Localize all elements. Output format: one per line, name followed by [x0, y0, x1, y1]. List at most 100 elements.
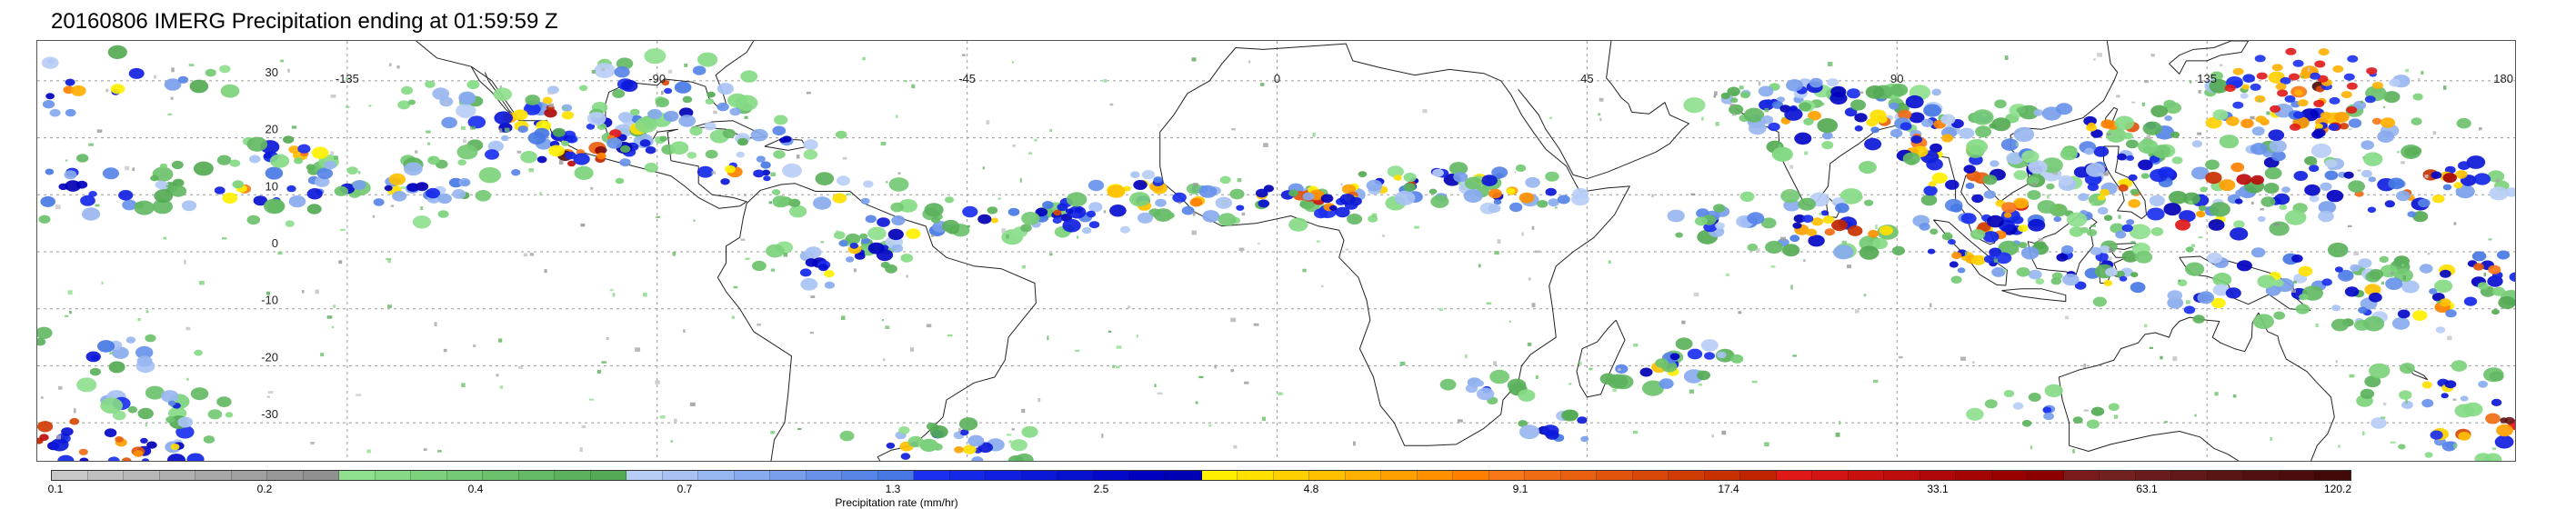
drizzle-cell	[499, 385, 503, 389]
drizzle-cell	[125, 165, 130, 171]
precip-cell	[2361, 169, 2372, 178]
drizzle-cell	[740, 238, 746, 241]
precip-cell	[954, 446, 964, 454]
precip-cell	[717, 102, 729, 112]
typhoon-band-cell	[2314, 60, 2326, 68]
precip-cell	[316, 167, 334, 180]
precip-cell	[1808, 235, 1825, 247]
drizzle-cell	[1109, 103, 1114, 106]
precip-cell	[2219, 135, 2240, 149]
precip-cell	[815, 172, 835, 186]
precip-cell	[2090, 406, 2105, 416]
precip-cell	[1730, 354, 1744, 364]
drizzle-cell	[2149, 346, 2153, 349]
drizzle-cell	[1019, 178, 1022, 183]
precip-cell	[2230, 162, 2245, 173]
drizzle-cell	[1193, 183, 1198, 187]
precip-cell	[145, 385, 165, 400]
precip-cell	[2455, 185, 2475, 199]
drizzle-cell	[2113, 414, 2119, 419]
drizzle-cell	[2072, 449, 2075, 454]
precip-cell	[824, 270, 835, 278]
precip-cell	[2012, 402, 2024, 410]
precip-cell	[2487, 170, 2505, 183]
typhoon-band-cell	[2346, 82, 2358, 90]
precip-cell	[849, 243, 858, 249]
precip-cell	[1599, 373, 1617, 385]
colorbar-swatch	[339, 471, 376, 480]
precip-cell	[1694, 216, 1708, 226]
precip-cell	[1065, 208, 1074, 215]
precip-cell	[222, 192, 238, 204]
precip-cell	[773, 150, 786, 159]
precip-cell	[61, 427, 74, 436]
typhoon-band-cell	[2280, 76, 2291, 85]
precip-cell	[1889, 128, 1903, 138]
drizzle-cell	[2194, 414, 2197, 417]
drizzle-cell	[1478, 264, 1481, 268]
precip-cell	[1994, 99, 2007, 109]
precip-cell	[2100, 188, 2110, 196]
precip-cell	[1963, 165, 1976, 174]
precip-cell	[1764, 99, 1773, 105]
precip-cell	[2090, 129, 2103, 138]
drizzle-cell	[1077, 235, 1079, 239]
precip-cell	[2500, 417, 2509, 424]
colorbar-swatch	[1956, 471, 1992, 480]
precip-cell	[1839, 188, 1863, 205]
drizzle-cell	[2116, 95, 2120, 98]
drizzle-cell	[1049, 129, 1053, 132]
drizzle-cell	[2338, 444, 2340, 448]
drizzle-cell	[2164, 421, 2169, 424]
precip-cell	[2167, 290, 2183, 301]
drizzle-cell	[1827, 62, 1833, 66]
precip-cell	[1889, 84, 1909, 96]
precip-cell	[1820, 210, 1829, 216]
precip-cell	[1966, 139, 1989, 155]
precip-cell	[448, 177, 463, 188]
precip-cell	[2207, 252, 2222, 264]
drizzle-cell	[346, 77, 350, 80]
drizzle-cell	[1858, 196, 1863, 199]
precip-cell	[2126, 139, 2139, 149]
precip-cell	[619, 158, 631, 167]
precip-cell	[1066, 192, 1088, 207]
drizzle-cell	[1021, 408, 1026, 414]
precip-cell	[838, 240, 848, 247]
precip-cell	[110, 84, 125, 95]
colorbar-swatch	[1057, 471, 1094, 480]
colorbar-swatch	[446, 471, 484, 480]
precip-cell	[467, 115, 486, 129]
coastline-java	[2001, 288, 2067, 303]
colorbar-tick-label: 0.4	[467, 483, 484, 495]
drizzle-cell	[1103, 79, 1107, 83]
precip-cell	[1704, 352, 1715, 360]
precip-cell	[1848, 225, 1863, 236]
precip-cell	[1683, 97, 1706, 114]
precip-cell	[2432, 194, 2445, 204]
precip-cell	[854, 252, 866, 260]
drizzle-cell	[1381, 235, 1386, 237]
precip-cell	[181, 200, 197, 212]
typhoon-band-cell	[2284, 95, 2296, 103]
precip-cell	[2384, 200, 2395, 208]
precip-cell	[2304, 184, 2320, 196]
precip-cell	[2429, 288, 2438, 294]
drizzle-cell	[1006, 234, 1009, 239]
drizzle-cell	[1438, 308, 1443, 312]
precip-cell	[620, 145, 631, 154]
coastline-africa	[1159, 43, 1630, 446]
drizzle-cell	[145, 423, 147, 427]
precip-cell	[1949, 261, 1959, 268]
precip-cell	[2463, 402, 2483, 417]
precip-cell	[125, 336, 136, 344]
drizzle-cell	[2357, 169, 2361, 172]
drizzle-cell	[896, 115, 898, 118]
precip-cell	[2027, 190, 2041, 200]
precip-cell	[547, 85, 559, 95]
colorbar-swatch	[1488, 471, 1526, 480]
drizzle-cell	[836, 230, 838, 235]
drizzle-cell	[221, 237, 227, 240]
precip-cell	[2273, 311, 2286, 320]
drizzle-cell	[516, 150, 522, 154]
